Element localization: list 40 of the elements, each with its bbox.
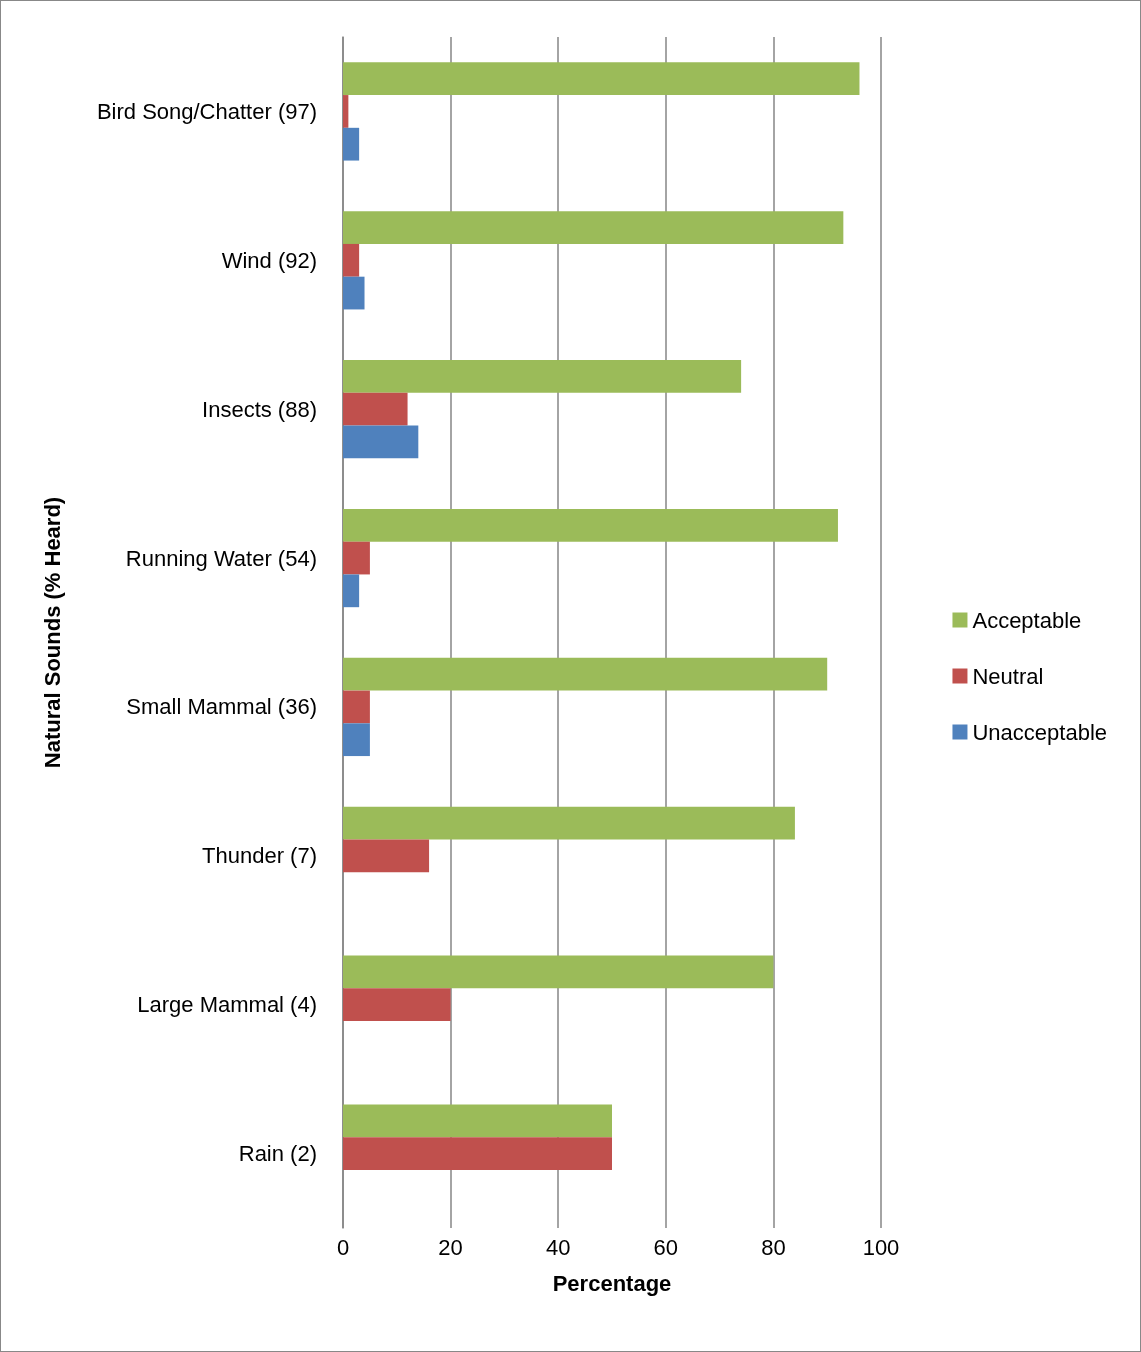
- x-tick-label: 20: [438, 1234, 463, 1260]
- y-tick-label: Running Water (54): [125, 545, 317, 571]
- bar: [343, 276, 365, 310]
- x-tick-label: 100: [862, 1234, 900, 1260]
- x-tick-label: 80: [761, 1234, 786, 1260]
- bar: [343, 62, 860, 96]
- x-tick-label: 0: [336, 1234, 350, 1260]
- bar: [343, 574, 360, 608]
- bar: [343, 1104, 612, 1138]
- bar: [343, 723, 370, 757]
- bar: [343, 95, 349, 128]
- bar: [343, 839, 430, 873]
- bar: [343, 955, 774, 989]
- bar: [343, 1137, 612, 1170]
- y-tick-label: Thunder (7): [202, 843, 317, 869]
- bar: [343, 243, 360, 277]
- bar: [343, 508, 838, 542]
- bar: [343, 360, 742, 393]
- y-tick-label: Wind (92): [221, 247, 317, 273]
- y-tick-label: Bird Song/Chatter (97): [96, 98, 317, 124]
- bar: [343, 690, 370, 724]
- bar: [343, 392, 408, 426]
- bar: [343, 657, 828, 691]
- y-tick-label: Large Mammal (4): [137, 992, 317, 1018]
- y-tick-label: Rain (2): [238, 1141, 317, 1167]
- x-axis-title: Percentage: [552, 1270, 672, 1296]
- legend-label: Neutral: [972, 663, 1044, 689]
- x-tick-label: 60: [653, 1234, 679, 1260]
- y-tick-label: Insects (88): [202, 396, 317, 422]
- bar: [343, 806, 795, 840]
- bar: [343, 425, 419, 459]
- bar: [343, 211, 844, 244]
- y-tick-label: Small Mammal (36): [126, 694, 317, 720]
- bar: [343, 988, 451, 1022]
- x-tick-label: 40: [545, 1234, 571, 1260]
- y-axis-title: Natural Sounds (% Heard): [39, 496, 65, 769]
- bar: [343, 541, 370, 575]
- legend-label: Acceptable: [972, 607, 1082, 633]
- bar: [343, 127, 360, 161]
- legend-label: Unacceptable: [972, 719, 1108, 745]
